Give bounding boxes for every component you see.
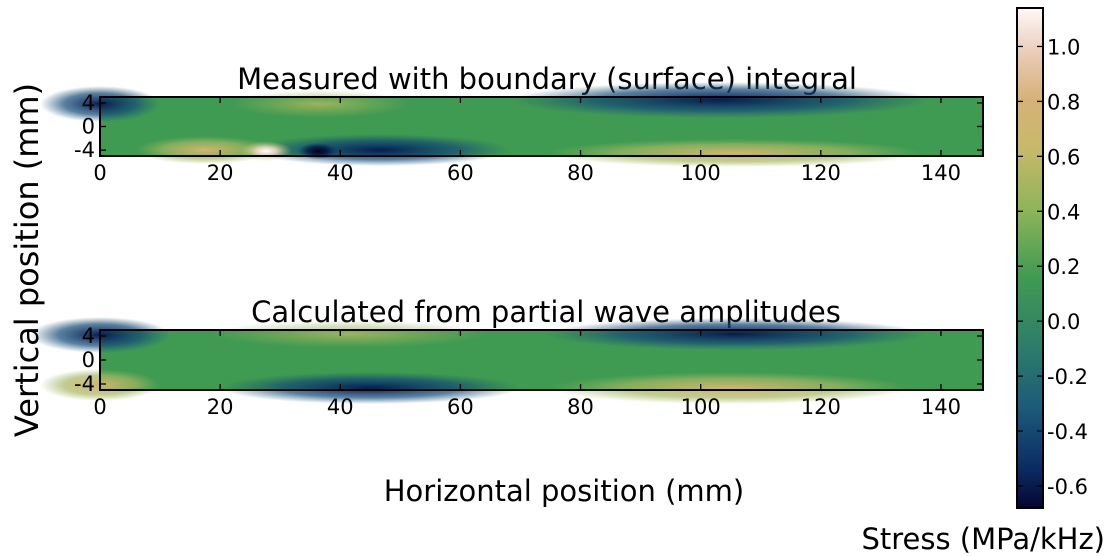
top-x-tick-label: 100 — [681, 161, 721, 185]
top-x-tick-label: 80 — [567, 161, 594, 185]
colorbar-tick-label: -0.4 — [1047, 420, 1088, 444]
colorbar-label: Stress (MPa/kHz) — [861, 522, 1105, 556]
x-axis-label: Horizontal position (mm) — [384, 474, 745, 508]
colorbar-tick-label: -0.2 — [1047, 365, 1088, 389]
top-x-tick-label: 0 — [93, 161, 106, 185]
colorbar-ticks: 1.0 0.8 0.6 0.4 0.2 0.0 -0.2 -0.4 -0.6 — [1017, 35, 1088, 499]
colorbar-tick-label: -0.6 — [1047, 475, 1088, 499]
colorbar-tick-label: 0.6 — [1047, 145, 1080, 169]
bottom-x-tick-label: 120 — [801, 395, 841, 419]
bottom-y-tick-label: 0 — [82, 348, 95, 372]
bottom-x-tick-label: 0 — [93, 395, 106, 419]
colorbar-tick-label: 0.0 — [1047, 310, 1080, 334]
top-x-tick-label: 140 — [921, 161, 961, 185]
bottom-x-tick-label: 100 — [681, 395, 721, 419]
bottom-x-tick-label: 80 — [567, 395, 594, 419]
bottom-heatmap-panel: Calculated from partial wave amplitudes … — [30, 295, 984, 419]
colorbar-tick-label: 0.4 — [1047, 200, 1080, 224]
colorbar-tick-label: 0.2 — [1047, 255, 1080, 279]
bottom-y-tick-label: 4 — [82, 324, 95, 348]
top-y-tick-label: 4 — [82, 91, 95, 115]
bottom-heatmap-field — [30, 317, 983, 404]
top-heatmap-field — [40, 82, 983, 167]
colorbar-tick-label: 0.8 — [1047, 90, 1080, 114]
colorbar-tick-label: 1.0 — [1047, 35, 1080, 59]
colorbar-gradient — [1016, 7, 1044, 509]
top-y-tick-label: -4 — [74, 138, 95, 162]
top-x-tick-label: 120 — [801, 161, 841, 185]
top-y-tick-label: 0 — [82, 115, 95, 139]
colorbar: 1.0 0.8 0.6 0.4 0.2 0.0 -0.2 -0.4 -0.6 Stress (M… — [861, 7, 1105, 556]
top-heatmap-panel: Measured with boundary (surface) integra… — [40, 62, 984, 185]
top-x-tick-label: 60 — [447, 161, 474, 185]
bottom-x-tick-label: 20 — [207, 395, 234, 419]
bottom-x-tick-label: 60 — [447, 395, 474, 419]
bottom-y-tick-label: -4 — [74, 372, 95, 396]
bottom-x-tick-label: 140 — [921, 395, 961, 419]
top-x-tick-label: 20 — [207, 161, 234, 185]
top-x-tick-label: 40 — [327, 161, 354, 185]
bottom-x-tick-label: 40 — [327, 395, 354, 419]
y-axis-label: Vertical position (mm) — [8, 83, 46, 437]
